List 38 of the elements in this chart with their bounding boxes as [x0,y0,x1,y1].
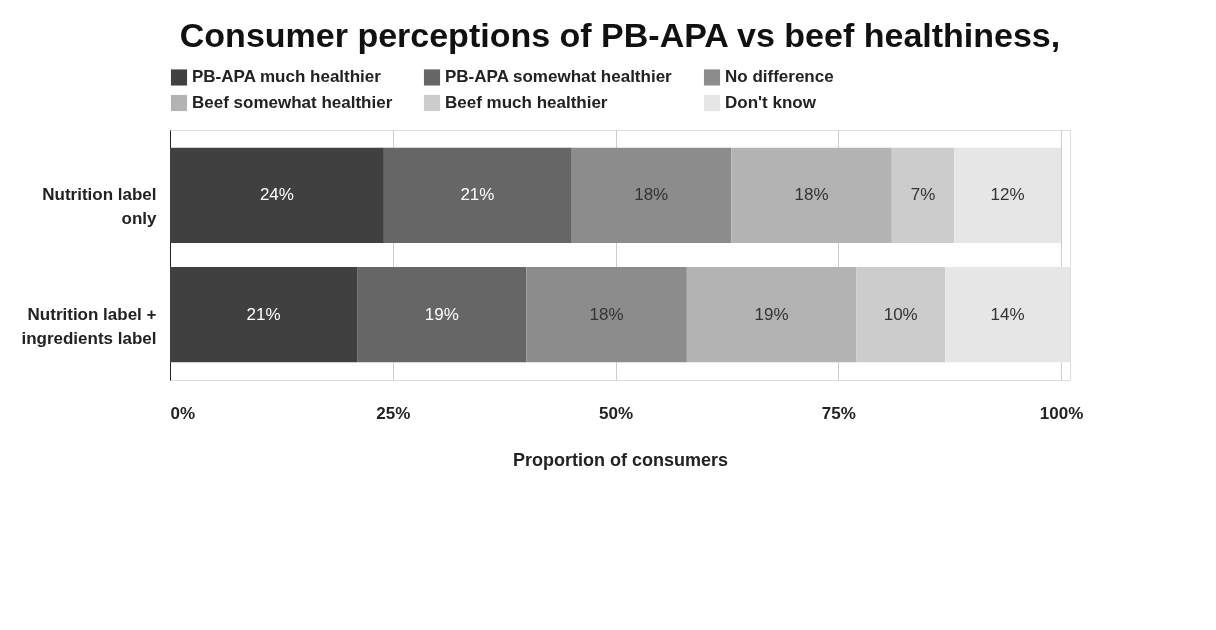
y-tick-label: Nutrition label only [42,185,158,229]
bar [856,266,946,363]
bar [686,266,857,363]
data-label: 21% [246,304,281,324]
bar [357,266,527,363]
bar [170,147,384,244]
legend-label: Beef much healthier [445,93,608,112]
chart-title: Consumer perceptions of PB-APA vs beef healthiness, [179,16,1061,54]
x-tick-label: 0% [170,403,196,423]
data-label: 12% [990,185,1025,205]
data-label: 10% [883,304,918,324]
legend-label: PB-APA much healthier [192,67,382,87]
data-label: 18% [794,185,829,205]
data-label: 21% [460,185,495,205]
x-tick-label: 75% [821,403,856,423]
x-axis-title: Proportion of consumers [512,449,729,470]
bar [731,147,892,244]
data-label: 7% [910,185,936,205]
legend-label: Don't know [725,93,817,112]
bar [383,147,571,244]
bar [170,266,358,363]
legend-label: PB-APA somewhat healthier [445,67,673,87]
x-tick-label: 50% [599,403,634,423]
legend-label: No difference [725,67,834,87]
data-label: 19% [424,304,459,324]
x-tick-label: 100% [1039,403,1084,423]
bar [891,147,955,244]
y-tick-label: Nutrition label + ingredients label [21,304,157,348]
data-label: 14% [990,304,1025,324]
bar [526,266,687,363]
data-label: 18% [589,304,624,324]
data-label: 18% [634,185,669,205]
bar [570,147,732,244]
x-tick-label: 25% [376,403,411,423]
data-label: 24% [259,185,294,205]
legend-label: Beef somewhat healthier [192,93,393,112]
bar [954,147,1062,244]
data-label: 19% [754,304,789,324]
